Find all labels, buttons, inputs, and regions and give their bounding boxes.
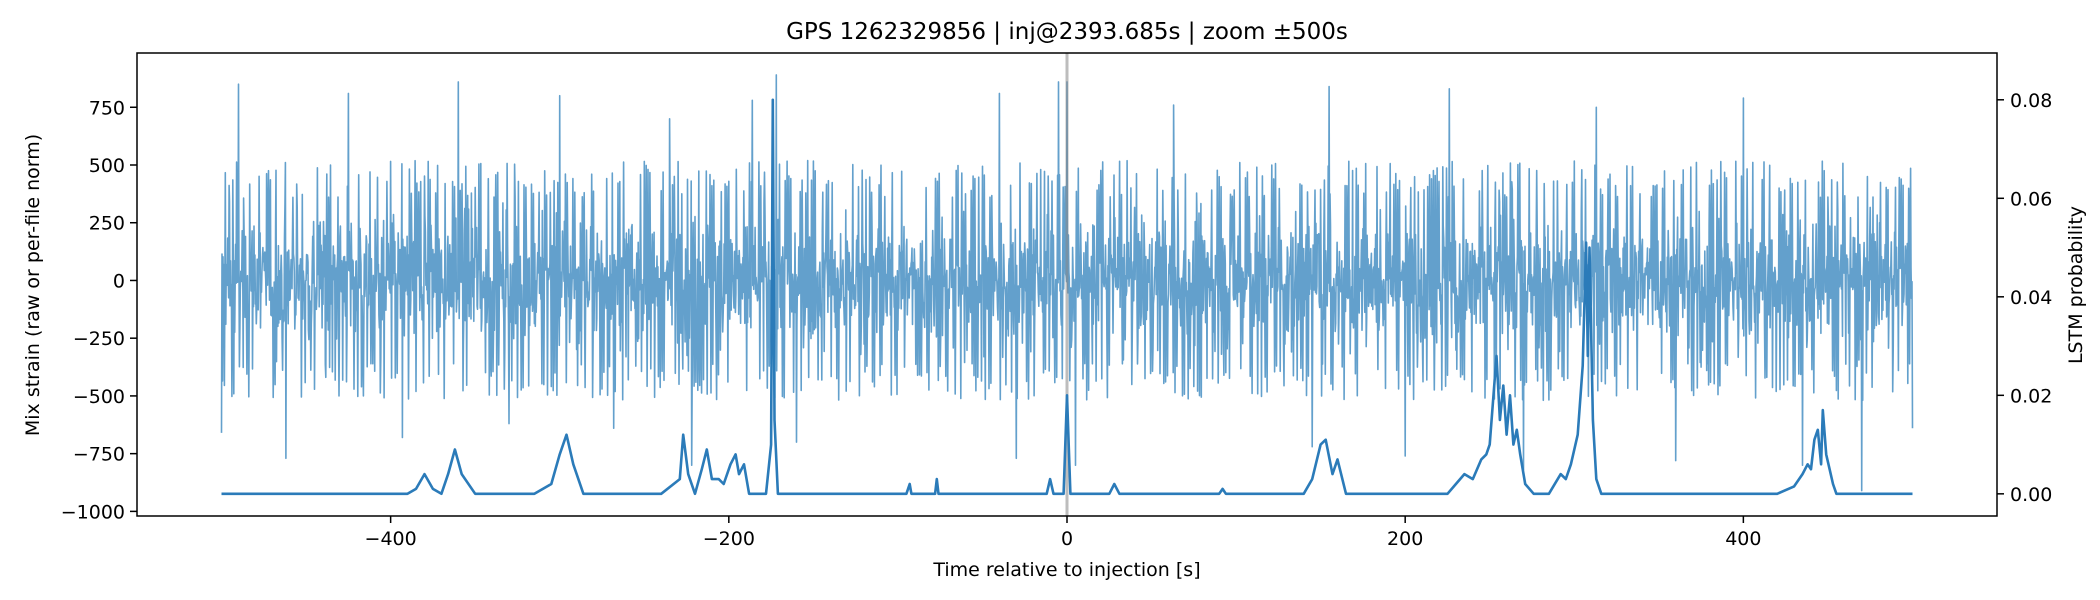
y-left-tick-label: 750: [89, 97, 125, 119]
probability-series: [221, 98, 1913, 496]
y-axis-right-title: LSTM probability: [2065, 206, 2087, 364]
x-tick-label: −200: [703, 528, 755, 550]
y-left-tick-label: −500: [73, 386, 125, 408]
y-left-tick-label: −750: [73, 444, 125, 466]
x-axis: −400 −200 0 200 400: [365, 516, 1761, 550]
x-tick-label: 400: [1725, 528, 1761, 550]
x-tick-label: 0: [1061, 528, 1073, 550]
y-right-tick-label: 0.00: [2010, 484, 2052, 506]
y-right-tick-label: 0.08: [2010, 90, 2052, 112]
y-axis-left-title: Mix strain (raw or per-file norm): [22, 134, 44, 436]
y-left-tick-label: 0: [113, 270, 125, 292]
y-left-tick-label: −1000: [61, 501, 125, 523]
y-right-tick-label: 0.02: [2010, 385, 2052, 407]
y-right-tick-label: 0.06: [2010, 188, 2052, 210]
y-left-tick-label: 500: [89, 155, 125, 177]
x-tick-label: −400: [365, 528, 417, 550]
y-left-tick-label: −250: [73, 328, 125, 350]
chart-title: GPS 1262329856 | inj@2393.685s | zoom ±5…: [786, 19, 1348, 45]
y-right-tick-label: 0.04: [2010, 287, 2052, 309]
y-axis-left: 750 500 250 0 −250 −500 −750 −1000: [61, 97, 137, 523]
x-axis-title: Time relative to injection [s]: [932, 559, 1200, 581]
probability-line: [221, 98, 1913, 496]
x-tick-label: 200: [1387, 528, 1423, 550]
y-left-tick-label: 250: [89, 213, 125, 235]
y-axis-right: 0.08 0.06 0.04 0.02 0.00: [1997, 90, 2052, 506]
